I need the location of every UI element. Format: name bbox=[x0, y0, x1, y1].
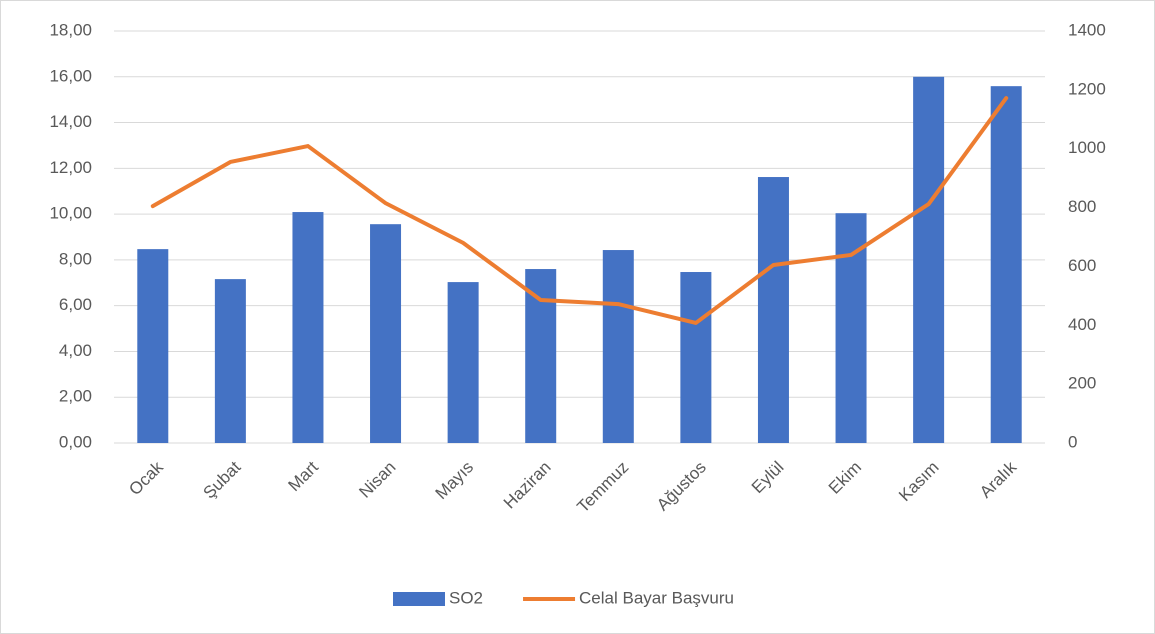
y-tick-label: 10,00 bbox=[49, 204, 92, 223]
y-tick-label: 18,00 bbox=[49, 20, 92, 39]
bar bbox=[370, 224, 402, 443]
bar bbox=[913, 76, 945, 444]
bar bbox=[990, 86, 1022, 443]
y-tick-label: 4,00 bbox=[59, 341, 92, 360]
bar bbox=[137, 249, 169, 443]
y2-tick-label: 1400 bbox=[1068, 20, 1106, 39]
y2-tick-label: 1200 bbox=[1068, 79, 1106, 98]
bar bbox=[757, 177, 789, 443]
y-tick-label: 2,00 bbox=[59, 387, 92, 406]
y-tick-label: 14,00 bbox=[49, 112, 92, 131]
legend-label: SO2 bbox=[449, 588, 483, 607]
bar bbox=[447, 282, 479, 443]
legend-swatch bbox=[393, 592, 445, 606]
y-tick-label: 12,00 bbox=[49, 158, 92, 177]
y2-tick-label: 1000 bbox=[1068, 138, 1106, 157]
legend-label: Celal Bayar Başvuru bbox=[579, 588, 734, 607]
y-tick-label: 8,00 bbox=[59, 249, 92, 268]
y-tick-label: 16,00 bbox=[49, 66, 92, 85]
bar bbox=[292, 212, 324, 443]
y2-tick-label: 0 bbox=[1068, 432, 1077, 451]
y-tick-label: 0,00 bbox=[59, 432, 92, 451]
y-tick-label: 6,00 bbox=[59, 295, 92, 314]
y2-tick-label: 200 bbox=[1068, 374, 1096, 393]
bar bbox=[680, 272, 712, 443]
bar bbox=[525, 269, 557, 443]
line bbox=[150, 96, 1009, 325]
y2-tick-label: 400 bbox=[1068, 315, 1096, 334]
bar bbox=[835, 213, 867, 443]
y2-tick-label: 600 bbox=[1068, 256, 1096, 275]
bar bbox=[602, 250, 634, 443]
y2-tick-label: 800 bbox=[1068, 197, 1096, 216]
bar bbox=[214, 279, 246, 443]
